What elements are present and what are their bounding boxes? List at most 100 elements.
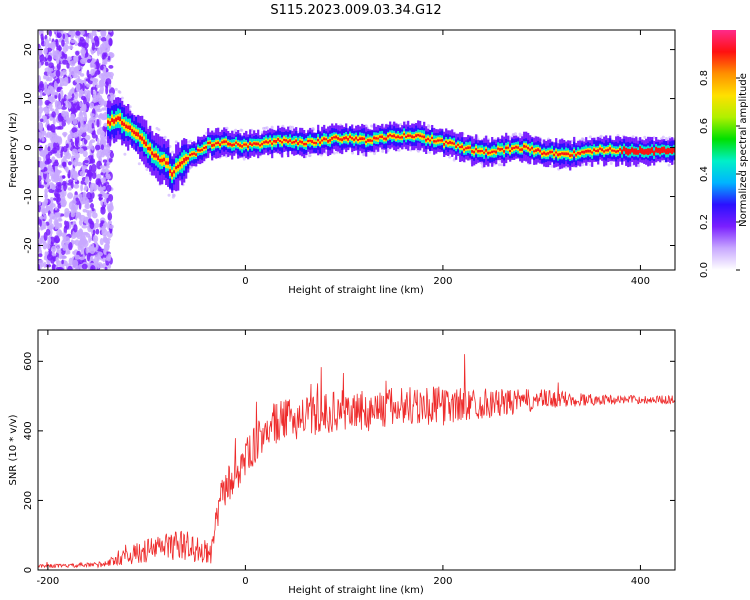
noise-speck (94, 144, 101, 151)
noise-speck (98, 264, 104, 269)
ridge-cell (137, 132, 140, 137)
ridge-cell (581, 150, 584, 154)
ridge-cell (313, 141, 316, 144)
noise-speck (99, 238, 104, 246)
ridge-cell (111, 118, 114, 122)
halo-speck (427, 124, 430, 127)
noise-speck (64, 111, 69, 116)
noise-speck (100, 220, 105, 224)
spectrogram-x-ticks: -200 0 200 400 (37, 30, 650, 287)
noise-speck (104, 81, 109, 89)
ridge-cell (107, 120, 110, 124)
ridge-cell (615, 150, 618, 153)
colorbar-gradient (712, 30, 736, 270)
ridge-cell (549, 150, 552, 154)
ridge-cell (405, 135, 408, 138)
noise-speck (82, 208, 88, 213)
ridge-cell (625, 150, 628, 153)
ridge-cell (429, 139, 432, 142)
noise-speck (76, 107, 80, 111)
ridge-cell (421, 135, 424, 138)
noise-speck (73, 224, 78, 233)
ridge-cell (579, 152, 582, 155)
noise-speck (108, 71, 114, 78)
y-tick-label: 0 (23, 567, 34, 573)
halo-speck (171, 150, 175, 154)
ridge-cell (243, 143, 246, 146)
ridge-cell (607, 148, 610, 152)
noise-speck (50, 86, 55, 96)
ridge-cell (303, 142, 306, 146)
noise-speck (64, 76, 69, 82)
ridge-cell (519, 148, 522, 151)
ridge-cell (167, 161, 170, 165)
ridge-cell (183, 158, 186, 163)
ridge-cell (501, 148, 504, 151)
noise-speck (58, 252, 63, 260)
noise-speck (55, 40, 59, 48)
noise-speck (75, 50, 80, 56)
noise-speck (92, 235, 99, 243)
noise-speck (82, 42, 89, 49)
ridge-cell (523, 144, 526, 148)
noise-speck (51, 263, 56, 270)
noise-speck (48, 62, 54, 69)
ridge-cell (533, 150, 536, 153)
ridge-cell (373, 136, 376, 140)
noise-speck (103, 254, 107, 258)
noise-speck (67, 250, 71, 255)
noise-speck (47, 96, 54, 101)
ridge-cell (605, 149, 608, 152)
noise-speck (100, 172, 104, 176)
ridge-cell (179, 161, 182, 167)
ridge-cell (357, 139, 360, 141)
ridge-cell (307, 139, 310, 143)
halo-speck (643, 135, 647, 139)
ridge-cell (129, 125, 132, 130)
ridge-cell (173, 170, 176, 174)
ridge-cell (149, 146, 152, 151)
halo-speck (500, 163, 504, 167)
noise-speck (55, 55, 60, 65)
ridge-cell (299, 140, 302, 143)
ridge-cell (203, 147, 206, 149)
ridge-cell (513, 146, 516, 149)
noise-speck (78, 219, 83, 226)
noise-speck (53, 141, 58, 150)
ridge-cell (495, 150, 498, 154)
noise-speck (81, 116, 86, 122)
noise-speck (61, 161, 67, 167)
noise-speck (67, 92, 72, 96)
noise-speck (41, 209, 44, 213)
noise-speck (103, 177, 106, 183)
ridge-cell (485, 148, 488, 152)
ridge-cell (315, 141, 318, 145)
noise-speck (73, 159, 78, 167)
ridge-cell (505, 146, 508, 150)
halo-speck (452, 158, 456, 162)
halo-speck (291, 125, 294, 129)
ridge-cell (351, 137, 354, 140)
noise-speck (88, 80, 93, 85)
noise-speck (45, 119, 50, 125)
ridge-cell (215, 142, 218, 145)
noise-speck (54, 193, 59, 198)
ridge-cell (587, 149, 590, 153)
noise-speck (90, 68, 95, 76)
ridge-cell (493, 150, 496, 153)
chart-title: S115.2023.009.03.34.G12 (270, 3, 441, 18)
noise-speck (58, 104, 63, 110)
x-tick-label: 200 (433, 276, 452, 287)
noise-speck (100, 37, 107, 42)
ridge-cell (543, 151, 546, 155)
noise-speck (61, 39, 65, 47)
noise-speck (88, 141, 93, 150)
noise-speck (90, 182, 96, 190)
noise-speck (78, 55, 82, 61)
noise-speck (81, 95, 86, 101)
noise-speck (86, 212, 90, 217)
ridge-cell (477, 150, 480, 153)
noise-speck (90, 87, 94, 95)
ridge-cell (297, 142, 300, 145)
